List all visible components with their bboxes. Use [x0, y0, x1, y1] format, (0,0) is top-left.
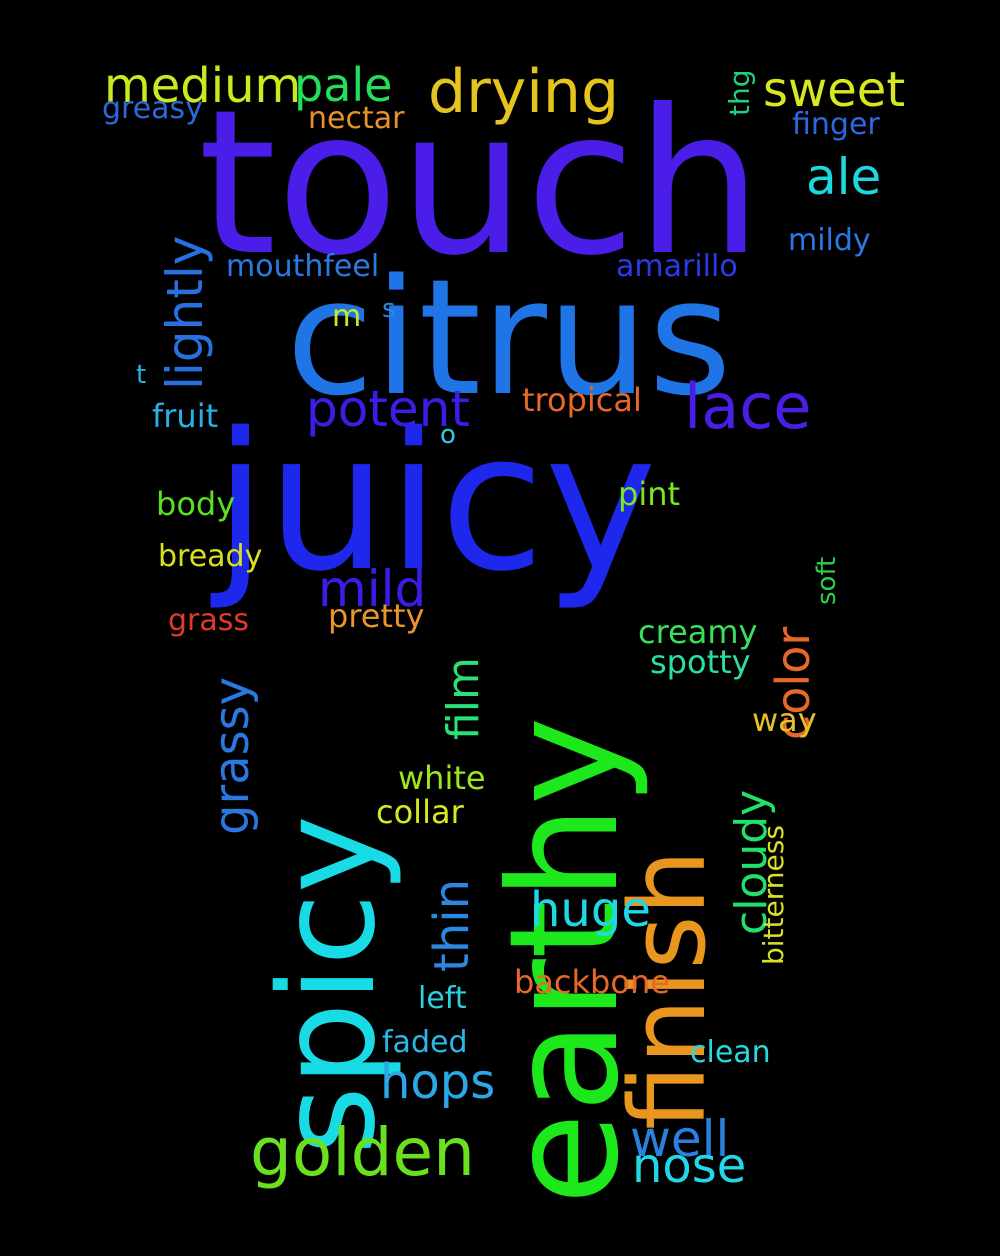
word-juicy: juicy — [214, 392, 657, 613]
word-pretty: pretty — [328, 597, 425, 635]
word-grassy: grassy — [204, 676, 260, 835]
word-t: t — [136, 360, 147, 390]
word-mouthfeel: mouthfeel — [226, 249, 380, 284]
word-pale: pale — [294, 58, 393, 112]
word-backbone: backbone — [514, 963, 670, 1001]
word-nectar: nectar — [308, 101, 405, 136]
word-finger: finger — [792, 107, 880, 142]
word-fruit: fruit — [152, 397, 219, 435]
word-potent: potent — [306, 380, 470, 438]
word-faded: faded — [382, 1025, 468, 1060]
word-way: way — [752, 701, 817, 739]
word-drying: drying — [428, 57, 620, 127]
word-thg: thg — [723, 69, 756, 117]
word-spotty: spotty — [650, 643, 751, 681]
word-medium: medium — [104, 58, 302, 114]
word-m: m — [332, 299, 362, 334]
word-mildy: mildy — [788, 223, 871, 258]
word-thin: thin — [424, 879, 480, 972]
word-citrus: citrus — [286, 244, 732, 431]
word-pint: pint — [618, 475, 681, 513]
word-film: film — [438, 657, 489, 740]
word-soft: soft — [812, 556, 842, 605]
word-huge: huge — [530, 882, 651, 938]
word-nose: nose — [632, 1138, 747, 1194]
word-mild: mild — [318, 560, 427, 618]
word-greasy: greasy — [102, 91, 203, 126]
word-left: left — [418, 981, 467, 1016]
word-well: well — [630, 1110, 730, 1168]
word-clean: clean — [690, 1035, 771, 1070]
word-touch: touch — [198, 67, 763, 300]
word-s: s — [382, 294, 396, 324]
word-golden: golden — [250, 1114, 475, 1191]
word-creamy: creamy — [638, 613, 758, 651]
word-lightly: lightly — [156, 235, 214, 390]
word-ale: ale — [806, 148, 882, 206]
word-tropical: tropical — [522, 381, 642, 419]
word-o: o — [440, 420, 456, 450]
word-sweet: sweet — [763, 62, 906, 118]
word-hops: hops — [380, 1054, 496, 1110]
word-body: body — [156, 485, 236, 523]
word-spicy: spicy — [251, 815, 405, 1155]
word-white: white — [398, 759, 486, 797]
word-amarillo: amarillo — [616, 249, 738, 284]
word-grass: grass — [168, 603, 250, 638]
word-lace: lace — [684, 370, 812, 443]
word-collar: collar — [376, 793, 464, 831]
word-bitterness: bitterness — [757, 825, 790, 965]
word-bready: bready — [158, 539, 263, 574]
